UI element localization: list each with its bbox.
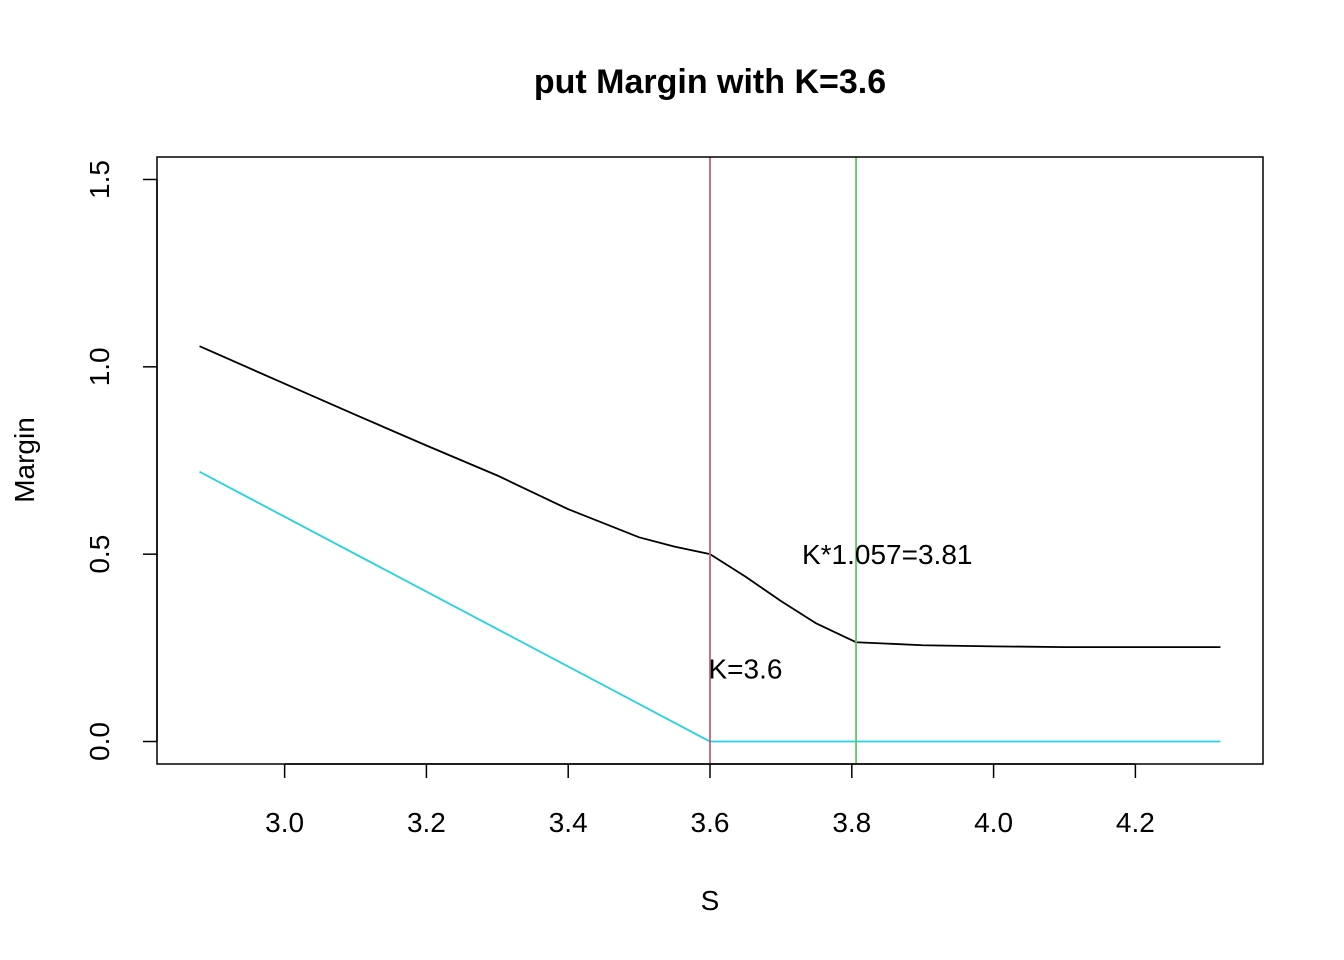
chart-title: put Margin with K=3.6 (534, 63, 886, 101)
y-axis-label: Margin (9, 417, 40, 503)
y-tick-label-2: 1.0 (84, 347, 115, 386)
y-tick-label-3: 1.5 (84, 160, 115, 199)
series-line-0 (199, 345, 1221, 648)
plot-frame (156, 156, 1264, 765)
y-tick-label-1: 0.5 (84, 535, 115, 574)
annotation-0: K*1.057=3.81 (802, 539, 973, 570)
x-tick-label-0: 3.0 (265, 807, 304, 838)
x-tick-label-1: 3.2 (407, 807, 446, 838)
x-tick-label-3: 3.6 (691, 807, 730, 838)
x-tick-label-5: 4.0 (974, 807, 1013, 838)
x-tick-label-2: 3.4 (549, 807, 588, 838)
annotation-1: K=3.6 (708, 653, 782, 684)
y-tick-label-0: 0.0 (84, 722, 115, 761)
x-tick-label-4: 3.8 (832, 807, 871, 838)
x-axis-label: S (701, 885, 720, 916)
x-tick-label-6: 4.2 (1116, 807, 1155, 838)
